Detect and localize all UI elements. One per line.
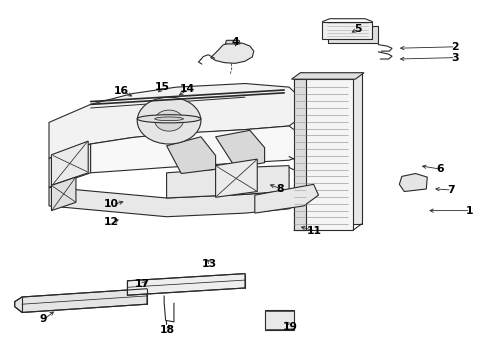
Polygon shape [216,159,257,197]
Polygon shape [225,40,240,44]
Polygon shape [49,184,304,217]
Polygon shape [51,177,76,211]
Polygon shape [292,73,364,79]
Text: 3: 3 [451,53,459,63]
Polygon shape [399,174,427,192]
Text: 16: 16 [114,86,129,96]
Text: 10: 10 [104,199,119,210]
Ellipse shape [137,115,201,123]
Text: 12: 12 [104,217,119,228]
Text: 11: 11 [307,226,322,236]
Polygon shape [216,130,265,167]
Polygon shape [91,126,304,173]
Text: 13: 13 [202,258,217,269]
Polygon shape [303,73,362,224]
Text: 8: 8 [276,184,284,194]
Polygon shape [15,289,147,312]
Text: 2: 2 [451,42,459,52]
Circle shape [137,97,201,144]
Polygon shape [255,184,318,213]
Polygon shape [49,84,304,158]
Text: 7: 7 [447,185,455,195]
Text: 6: 6 [436,164,444,174]
Polygon shape [167,166,289,198]
Polygon shape [294,79,306,230]
Text: 19: 19 [283,321,297,332]
Polygon shape [49,144,91,187]
Text: 17: 17 [135,279,149,289]
Text: 4: 4 [231,37,239,47]
Ellipse shape [155,117,183,121]
Text: 1: 1 [466,206,473,216]
Polygon shape [167,137,216,174]
Text: 15: 15 [155,82,170,92]
Polygon shape [211,42,254,63]
Text: 9: 9 [39,314,47,324]
Polygon shape [294,79,353,230]
Text: 18: 18 [160,325,175,335]
Polygon shape [51,141,88,185]
Text: 5: 5 [354,24,362,34]
Polygon shape [127,274,245,295]
Polygon shape [322,22,372,39]
Text: 14: 14 [180,84,195,94]
Polygon shape [265,310,294,330]
Polygon shape [328,26,378,43]
Circle shape [155,110,183,131]
